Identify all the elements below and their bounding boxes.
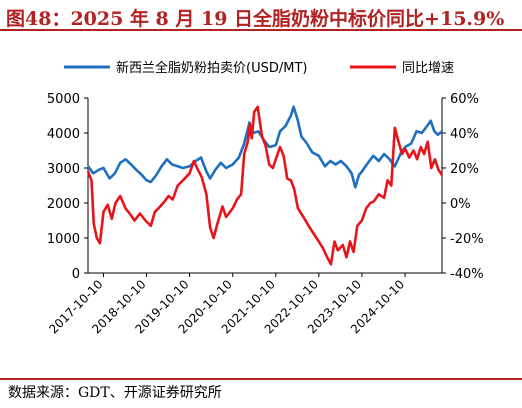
footer-divider xyxy=(0,378,522,380)
y-right-tick-label: -40% xyxy=(450,267,484,282)
y-right-tick-label: 0% xyxy=(450,197,471,212)
y-left-tick-label: 5000 xyxy=(47,92,80,107)
y-right-tick-label: -20% xyxy=(450,232,484,247)
y-left-tick-label: 1000 xyxy=(47,232,80,247)
legend: 新西兰全脂奶粉拍卖价(USD/MT) 同比增速 xyxy=(64,60,454,76)
source-note: 数据来源：GDT、开源证券研究所 xyxy=(8,385,222,401)
title-divider xyxy=(0,29,522,31)
chart-axes xyxy=(84,97,446,277)
series-line-price xyxy=(86,105,443,189)
page-title: 图48：2025 年 8 月 19 日全脂奶粉中标价同比+15.9% xyxy=(6,8,505,30)
y-left-tick-label: 2000 xyxy=(47,197,80,212)
chart-series xyxy=(86,105,444,266)
legend-label-price: 新西兰全脂奶粉拍卖价(USD/MT) xyxy=(116,60,307,76)
y-left-tick-label: 3000 xyxy=(47,162,80,177)
chart: 新西兰全脂奶粉拍卖价(USD/MT) 同比增速 0 1000 2000 3000 400… xyxy=(46,60,484,336)
y-left-tick-label: 4000 xyxy=(47,127,80,142)
y-left-tick-label: 0 xyxy=(72,267,80,282)
y-right-tick-label: 20% xyxy=(450,162,479,177)
y-right-tick-label: 40% xyxy=(450,127,479,142)
legend-label-yoy: 同比增速 xyxy=(402,61,454,76)
series-line-yoy xyxy=(86,105,444,266)
y-right-tick-label: 60% xyxy=(450,92,479,107)
